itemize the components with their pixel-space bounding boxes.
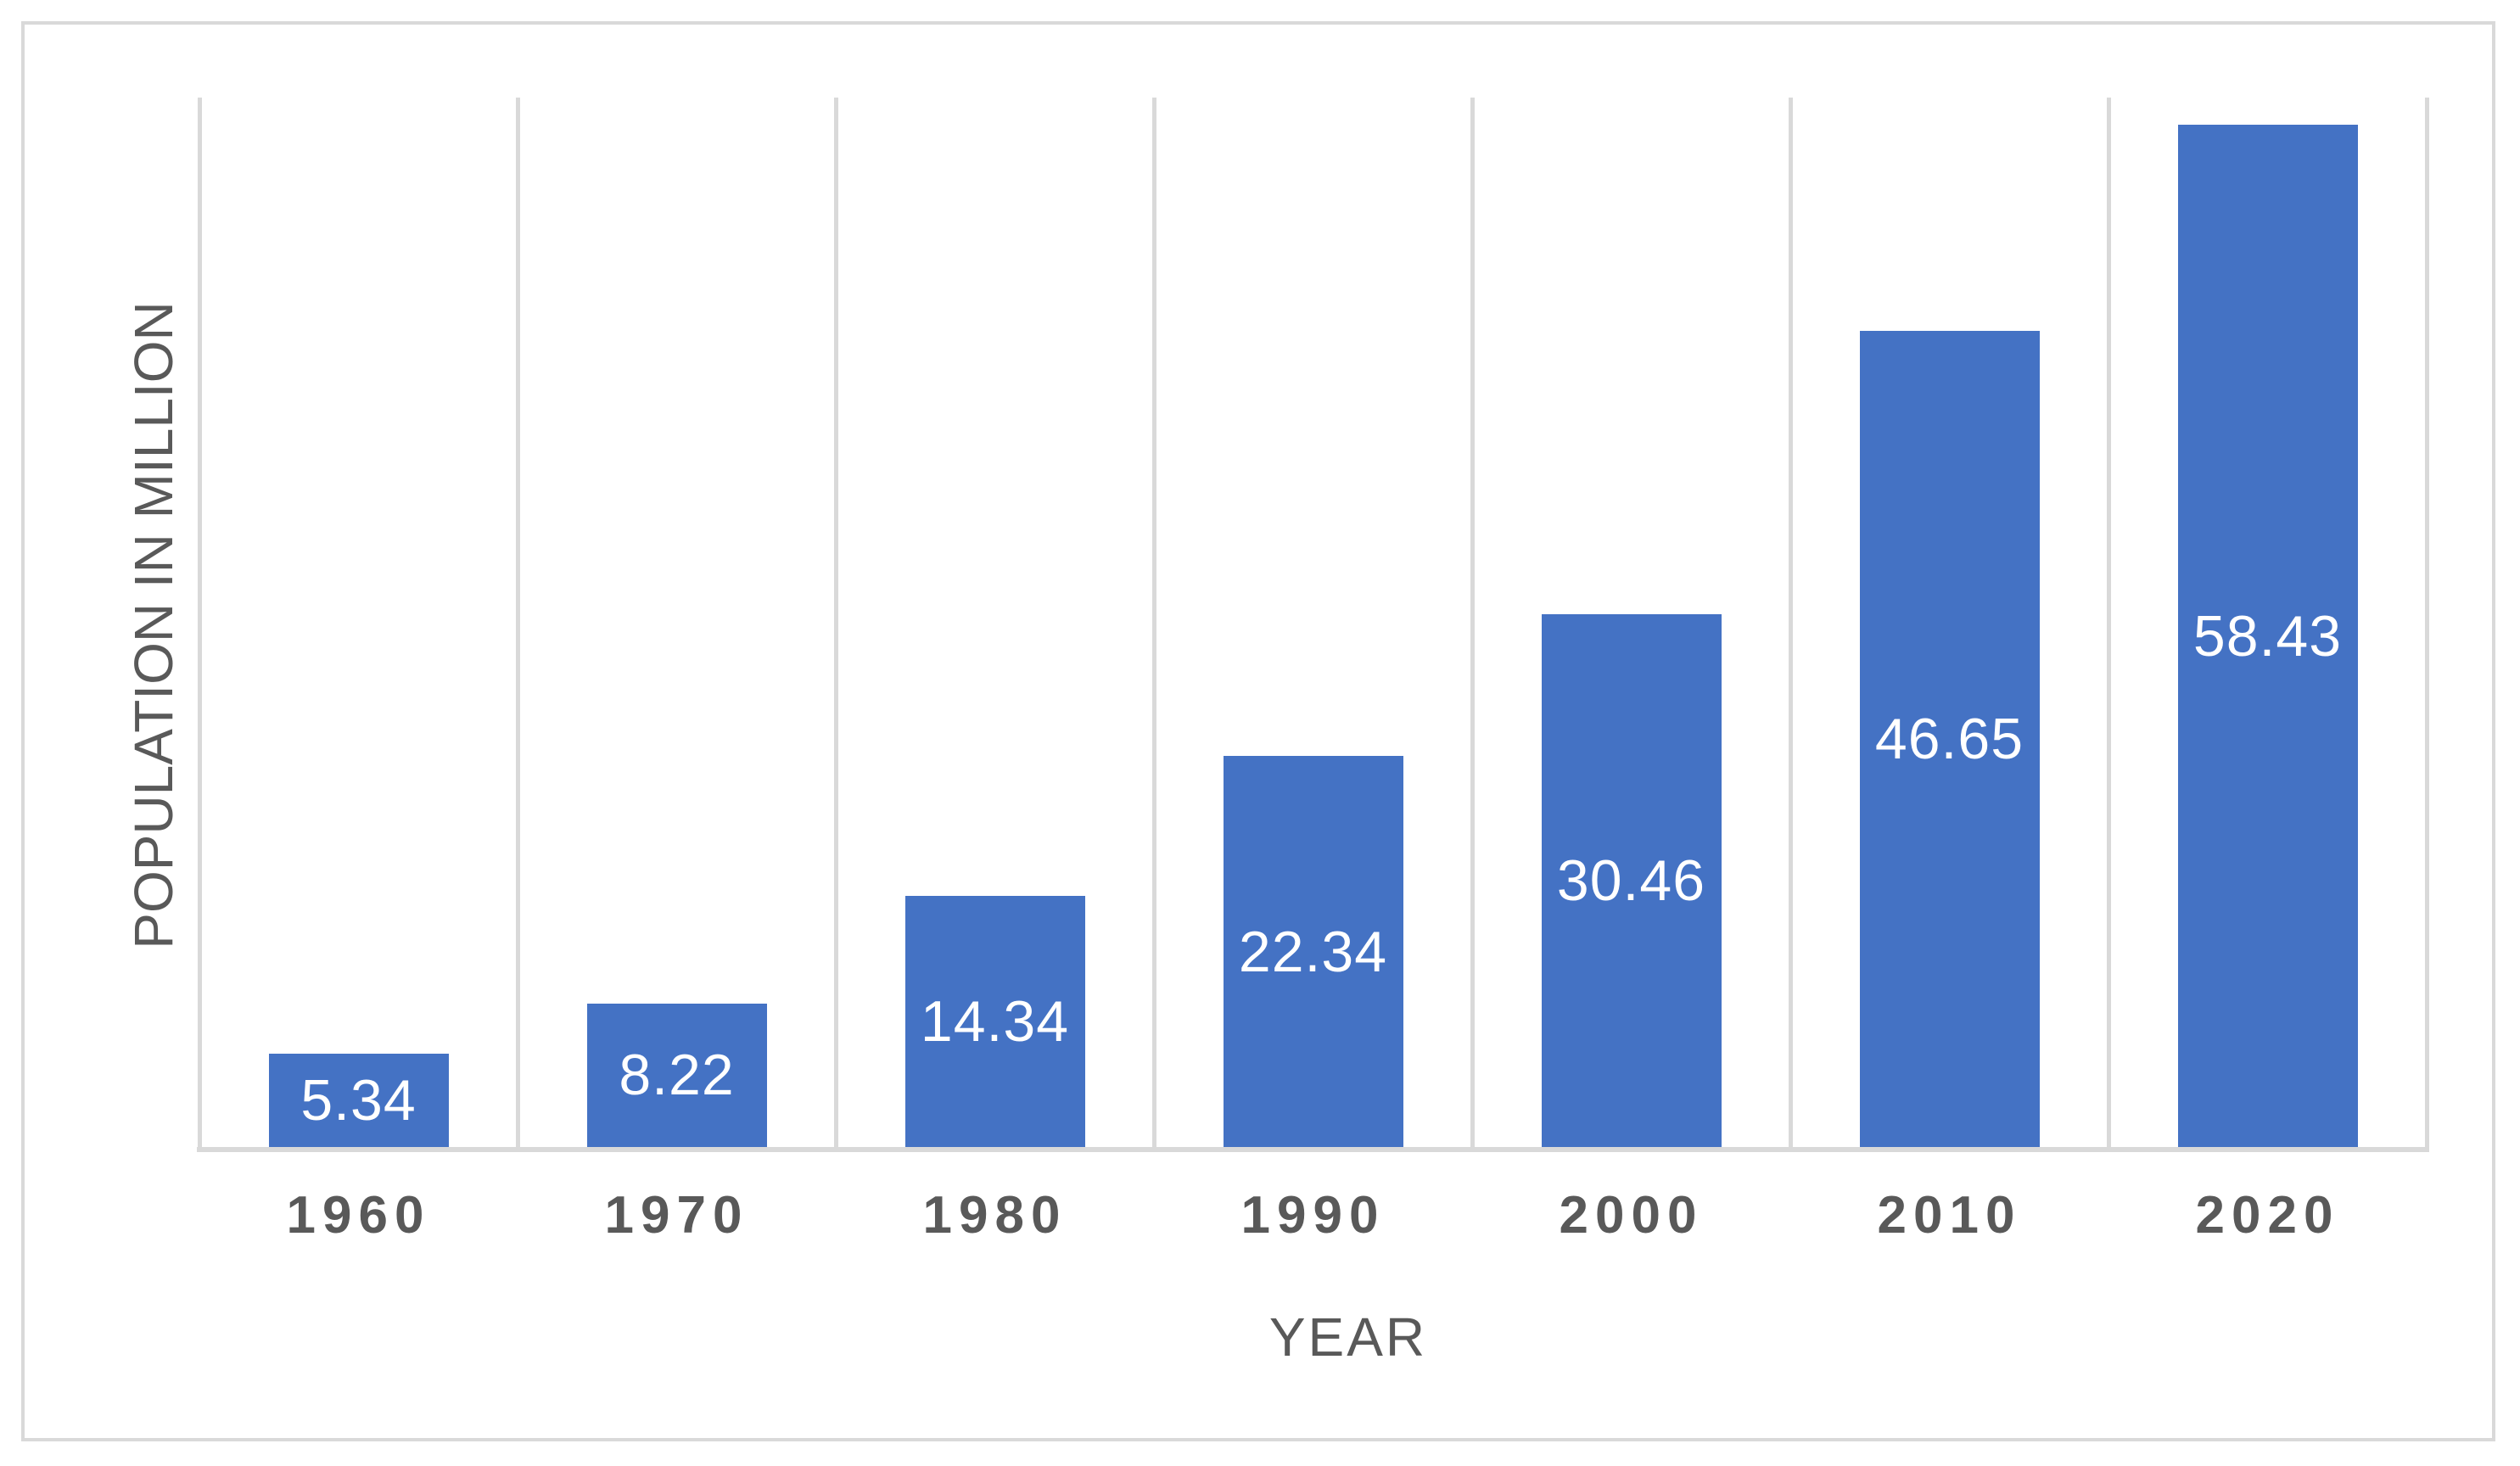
chart-figure: 5.34 8.22 14.34 22.34 30.46 46.65 58.43 1960 197…	[21, 21, 2495, 1441]
bar: 58.43	[2177, 125, 2358, 1147]
gridline	[1470, 98, 1475, 1147]
bar: 46.65	[1859, 331, 2040, 1147]
x-tick-label: 2010	[1877, 1186, 2022, 1245]
bar: 30.46	[1541, 614, 1722, 1147]
bar-value-label: 58.43	[2192, 603, 2343, 669]
gridline	[2106, 98, 2111, 1147]
gridline	[1151, 98, 1156, 1147]
bar: 5.34	[268, 1053, 449, 1147]
bar-value-label: 30.46	[1556, 848, 1706, 913]
gridline	[833, 98, 838, 1147]
bar: 8.22	[586, 1003, 767, 1147]
x-tick-label: 1960	[286, 1186, 431, 1245]
y-axis-title: POPULATION IN MILLION	[123, 301, 184, 949]
bar: 22.34	[1223, 756, 1403, 1147]
x-tick-label: 1980	[922, 1186, 1067, 1245]
bar: 14.34	[904, 896, 1085, 1147]
bar-value-label: 22.34	[1238, 919, 1388, 984]
gridline	[2424, 98, 2429, 1147]
x-tick-label: 2000	[1559, 1186, 1704, 1245]
gridline	[1788, 98, 1793, 1147]
x-tick-label: 2020	[2195, 1186, 2340, 1245]
x-tick-label: 1970	[604, 1186, 749, 1245]
bar-value-label: 8.22	[619, 1043, 735, 1108]
gridline	[515, 98, 520, 1147]
x-axis-title: YEAR	[1268, 1307, 1428, 1368]
x-tick-label: 1990	[1240, 1186, 1386, 1245]
bar-value-label: 5.34	[300, 1067, 417, 1133]
x-axis-line	[197, 1147, 2429, 1152]
bar-value-label: 46.65	[1874, 707, 2024, 772]
bar-value-label: 14.34	[920, 989, 1070, 1055]
gridline	[197, 98, 202, 1147]
